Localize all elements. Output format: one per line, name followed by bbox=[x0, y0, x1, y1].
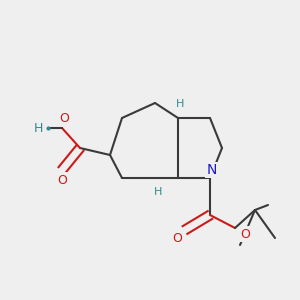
Text: O: O bbox=[57, 173, 67, 187]
Text: O: O bbox=[172, 232, 182, 244]
Text: N: N bbox=[207, 163, 217, 177]
Text: O: O bbox=[59, 112, 69, 124]
Text: O: O bbox=[240, 227, 250, 241]
Text: H: H bbox=[176, 99, 184, 109]
Text: H: H bbox=[33, 122, 43, 134]
Text: H: H bbox=[154, 187, 162, 197]
